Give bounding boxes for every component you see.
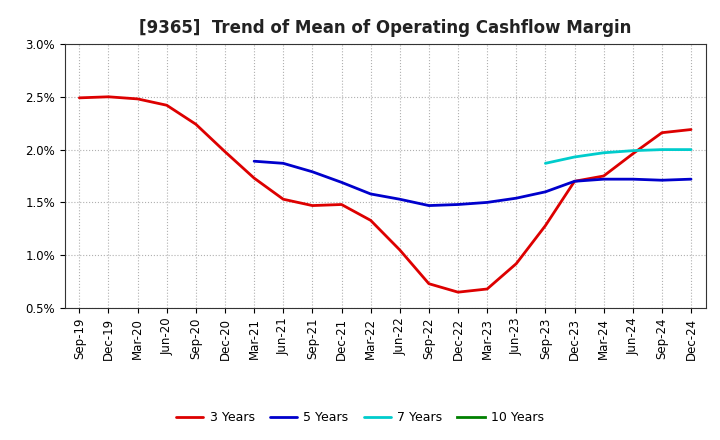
3 Years <box>657 130 666 136</box>
7 Years <box>541 161 550 166</box>
5 Years <box>657 178 666 183</box>
5 Years <box>425 203 433 208</box>
5 Years <box>279 161 287 166</box>
5 Years <box>629 176 637 182</box>
3 Years <box>687 127 696 132</box>
7 Years <box>629 148 637 153</box>
3 Years <box>425 281 433 286</box>
Legend: 3 Years, 5 Years, 7 Years, 10 Years: 3 Years, 5 Years, 7 Years, 10 Years <box>171 407 549 429</box>
3 Years <box>133 96 142 102</box>
7 Years <box>657 147 666 152</box>
3 Years <box>250 176 258 181</box>
7 Years <box>687 147 696 152</box>
Title: [9365]  Trend of Mean of Operating Cashflow Margin: [9365] Trend of Mean of Operating Cashfl… <box>139 19 631 37</box>
3 Years <box>570 179 579 184</box>
3 Years <box>629 151 637 157</box>
3 Years <box>279 197 287 202</box>
5 Years <box>687 176 696 182</box>
3 Years <box>308 203 317 208</box>
3 Years <box>104 94 113 99</box>
5 Years <box>599 176 608 182</box>
3 Years <box>337 202 346 207</box>
5 Years <box>570 179 579 184</box>
3 Years <box>599 173 608 179</box>
3 Years <box>192 121 200 127</box>
5 Years <box>483 200 492 205</box>
3 Years <box>512 261 521 266</box>
3 Years <box>454 290 462 295</box>
Line: 3 Years: 3 Years <box>79 97 691 292</box>
5 Years <box>541 189 550 194</box>
5 Years <box>395 197 404 202</box>
3 Years <box>75 95 84 100</box>
5 Years <box>366 191 375 197</box>
Line: 7 Years: 7 Years <box>546 150 691 163</box>
5 Years <box>337 180 346 185</box>
3 Years <box>366 218 375 223</box>
3 Years <box>395 247 404 253</box>
7 Years <box>599 150 608 155</box>
3 Years <box>220 149 229 154</box>
3 Years <box>483 286 492 292</box>
5 Years <box>512 195 521 201</box>
5 Years <box>250 158 258 164</box>
5 Years <box>454 202 462 207</box>
3 Years <box>163 103 171 108</box>
5 Years <box>308 169 317 174</box>
3 Years <box>541 223 550 228</box>
Line: 5 Years: 5 Years <box>254 161 691 205</box>
7 Years <box>570 154 579 160</box>
